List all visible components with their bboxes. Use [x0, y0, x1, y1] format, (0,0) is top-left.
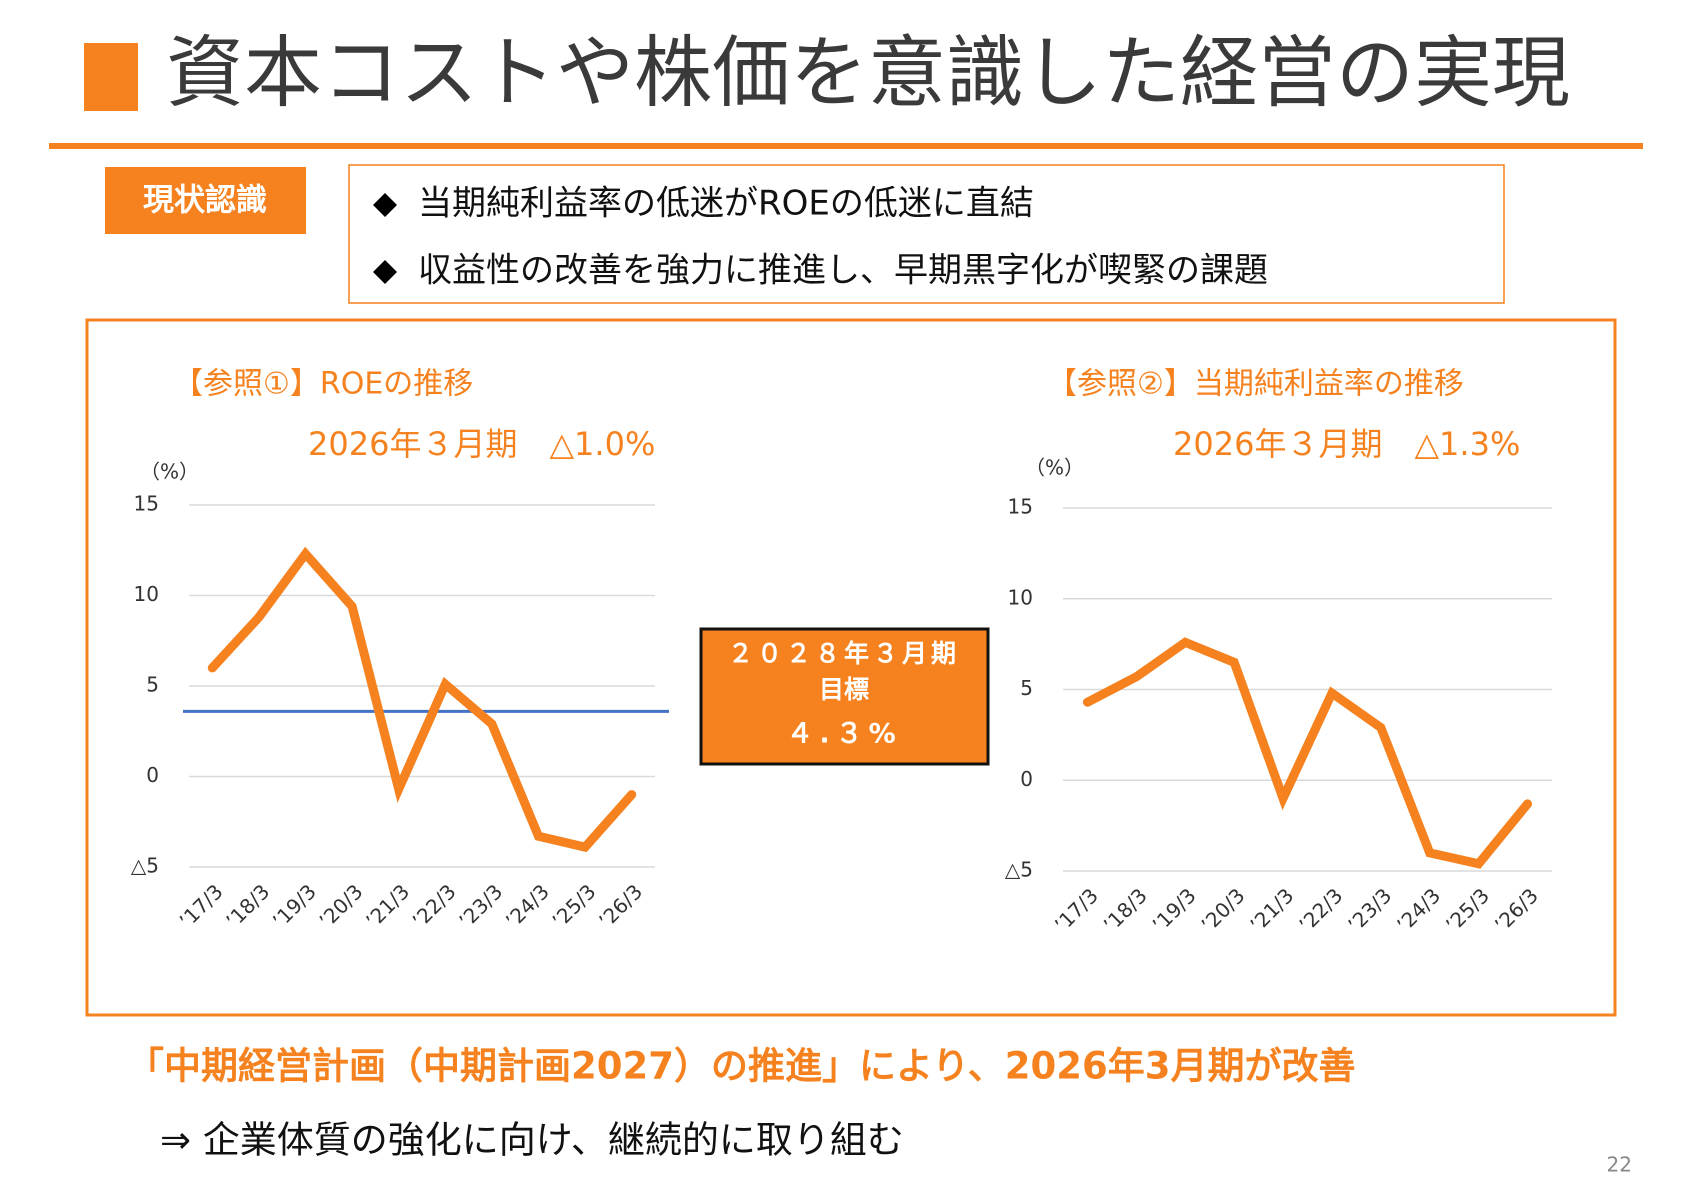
x-tick-label: ’23/3	[454, 879, 507, 932]
y-unit: （%）	[1025, 456, 1084, 480]
x-tick-label: ’20/3	[1196, 883, 1249, 936]
bullet-text: 収益性の改善を強力に推進し、早期黒字化が喫緊の課題	[418, 251, 1268, 291]
bullet-box	[348, 164, 1505, 304]
x-tick-label: ’25/3	[1441, 883, 1494, 936]
x-tick-label: ’25/3	[547, 879, 600, 932]
x-tick-label: ’20/3	[314, 879, 367, 932]
target-text: ４.３%	[786, 719, 901, 750]
y-tick-label: △5	[1005, 858, 1033, 882]
y-tick-label: 5	[146, 673, 159, 697]
conclusion: 「中期経営計画（中期計画2027）の推進」により、2026年3月期が改善	[127, 1045, 1355, 1088]
slide-title: 資本コストや株価を意識した経営の実現	[166, 28, 1570, 118]
x-tick-label: ’22/3	[1294, 883, 1347, 936]
bullet-marker	[373, 260, 397, 284]
x-tick-label: ’17/3	[174, 879, 227, 932]
y-tick-label: 10	[1008, 585, 1033, 609]
chart-annotation: 2026年３月期 △1.3%	[1173, 425, 1520, 463]
x-tick-label: ’21/3	[361, 879, 414, 932]
x-tick-label: ’18/3	[221, 879, 274, 932]
y-tick-label: 0	[1020, 767, 1033, 791]
y-unit: （%）	[140, 460, 199, 484]
y-tick-label: 15	[134, 492, 159, 516]
data-line	[1082, 637, 1533, 869]
target-text: 目標	[819, 675, 869, 704]
title-marker	[84, 43, 138, 111]
x-tick-label: ’22/3	[407, 879, 460, 932]
page-number: 22	[1607, 1153, 1632, 1177]
x-tick-label: ’21/3	[1245, 883, 1298, 936]
status-label: 現状認識	[143, 183, 267, 219]
x-tick-label: ’24/3	[501, 879, 554, 932]
x-tick-label: ’19/3	[268, 879, 321, 932]
x-tick-label: ’26/3	[594, 879, 647, 932]
x-tick-label: ’18/3	[1099, 883, 1152, 936]
y-tick-label: △5	[131, 854, 159, 878]
bullet-marker	[373, 193, 397, 217]
y-tick-label: 0	[146, 763, 159, 787]
x-tick-label: ’17/3	[1050, 883, 1103, 936]
target-text: ２０２８年３月期	[728, 639, 960, 668]
y-tick-label: 5	[1020, 676, 1033, 700]
x-tick-label: ’23/3	[1343, 883, 1396, 936]
data-line	[207, 546, 637, 853]
chart-title: 【参照②】当期純利益率の推移	[1047, 367, 1464, 402]
x-tick-label: ’26/3	[1490, 883, 1543, 936]
sub-conclusion: ⇒ 企業体質の強化に向け、継続的に取り組む	[160, 1119, 904, 1162]
y-tick-label: 10	[134, 582, 159, 606]
x-tick-label: ’24/3	[1392, 883, 1445, 936]
bullet-text: 当期純利益率の低迷がROEの低迷に直結	[418, 184, 1034, 224]
chart-annotation: 2026年３月期 △1.0%	[308, 425, 655, 463]
y-tick-label: 15	[1008, 495, 1033, 519]
status-box	[105, 167, 306, 234]
target-box	[699, 627, 990, 766]
chart-title: 【参照①】ROEの推移	[173, 367, 473, 402]
title-rule	[49, 143, 1643, 149]
chart-frame	[85, 318, 1617, 1017]
x-tick-label: ’19/3	[1147, 883, 1200, 936]
